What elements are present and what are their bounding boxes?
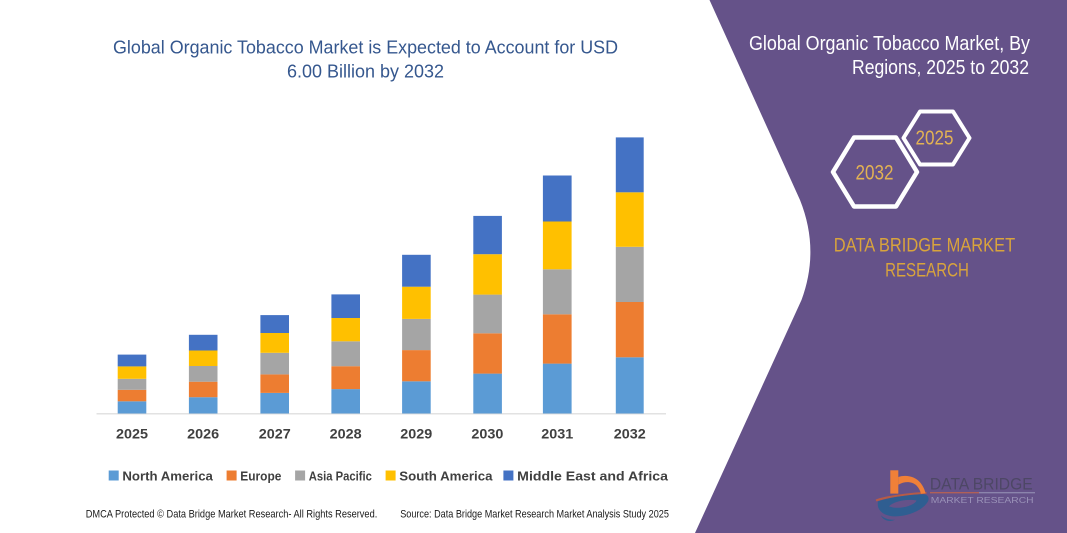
svg-text:MARKET RESEARCH: MARKET RESEARCH (931, 496, 1034, 505)
svg-text:Regions, 2025 to 2032: Regions, 2025 to 2032 (852, 57, 1029, 79)
svg-text:Global Organic Tobacco Market,: Global Organic Tobacco Market, By (749, 33, 1030, 55)
svg-text:RESEARCH: RESEARCH (885, 260, 969, 281)
svg-text:Middle East and Africa: Middle East and Africa (517, 469, 669, 484)
svg-text:Asia Pacific: Asia Pacific (309, 469, 372, 484)
svg-text:6.00 Billion by 2032: 6.00 Billion by 2032 (287, 61, 444, 82)
svg-text:DATA BRIDGE: DATA BRIDGE (930, 475, 1033, 494)
svg-text:2025: 2025 (116, 426, 148, 442)
svg-text:2031: 2031 (541, 426, 573, 442)
svg-text:2026: 2026 (187, 426, 219, 442)
svg-text:2030: 2030 (471, 426, 503, 442)
svg-text:Global Organic Tobacco Market: Global Organic Tobacco Market is Expecte… (113, 37, 618, 58)
svg-text:2032: 2032 (614, 426, 646, 442)
svg-text:DMCA Protected © Data Bridge M: DMCA Protected © Data Bridge Market Rese… (86, 508, 378, 520)
svg-text:2027: 2027 (259, 426, 291, 442)
svg-text:Source: Data Bridge Market Res: Source: Data Bridge Market Research Mark… (400, 508, 669, 520)
svg-text:2025: 2025 (916, 128, 954, 150)
svg-text:DATA BRIDGE MARKET: DATA BRIDGE MARKET (834, 235, 1016, 256)
svg-text:2029: 2029 (400, 426, 432, 442)
svg-text:Europe: Europe (240, 469, 281, 484)
svg-text:2032: 2032 (856, 162, 894, 185)
svg-text:South America: South America (399, 469, 493, 484)
svg-text:North America: North America (122, 469, 213, 484)
svg-text:2028: 2028 (330, 426, 362, 442)
